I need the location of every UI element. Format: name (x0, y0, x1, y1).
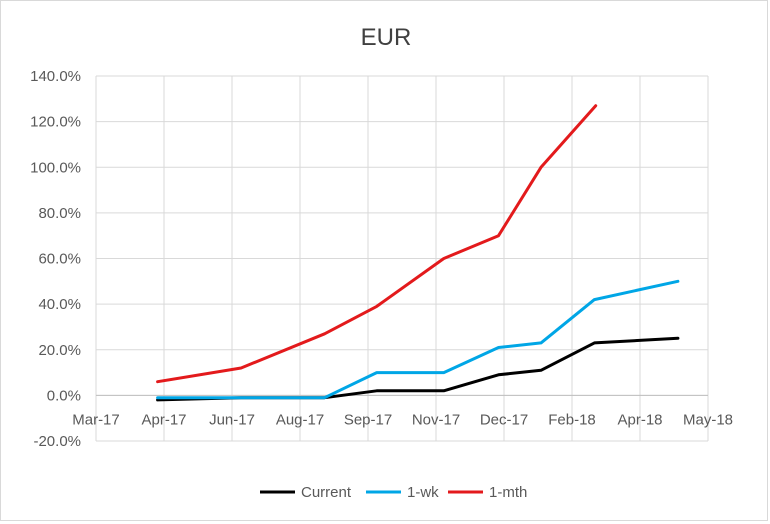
y-tick-label: 80.0% (38, 205, 81, 222)
axis-layer: -20.0% 0.0% 20.0% 40.0% 60.0% 80.0% 100.0% 120.… (30, 68, 733, 450)
y-tick-label: 20.0% (38, 342, 81, 359)
series-layer (156, 104, 680, 402)
legend-item: 1-wk (366, 484, 439, 501)
legend-label: 1-mth (489, 484, 527, 501)
x-tick-label: Jun-17 (209, 411, 255, 428)
legend-item: Current (260, 484, 352, 501)
y-tick-label: 60.0% (38, 251, 81, 268)
legend-label: 1-wk (407, 484, 439, 501)
x-tick-label: Nov-17 (412, 411, 460, 428)
y-tick-label: 100.0% (30, 159, 81, 176)
y-tick-label: 40.0% (38, 296, 81, 313)
x-tick-label: Aug-17 (276, 411, 324, 428)
x-tick-label: Mar-17 (72, 411, 120, 428)
y-tick-label: -20.0% (33, 433, 81, 450)
x-tick-label: Dec-17 (480, 411, 528, 428)
y-tick-label: 140.0% (30, 68, 81, 85)
x-tick-label: Feb-18 (548, 411, 596, 428)
y-tick-label: 120.0% (30, 114, 81, 131)
legend-label: Current (301, 484, 352, 501)
series-line-1-wk (156, 279, 680, 400)
y-tick-label: 0.0% (47, 387, 81, 404)
x-tick-label: Apr-18 (617, 411, 662, 428)
grid-layer (95, 75, 709, 442)
x-tick-label: May-18 (683, 411, 733, 428)
legend: Current 1-wk 1-mth (260, 484, 527, 501)
series-line-1-mth (156, 104, 598, 384)
x-tick-label: Apr-17 (141, 411, 186, 428)
x-tick-label: Sep-17 (344, 411, 392, 428)
chart-title: EUR (361, 24, 412, 51)
legend-item: 1-mth (448, 484, 527, 501)
